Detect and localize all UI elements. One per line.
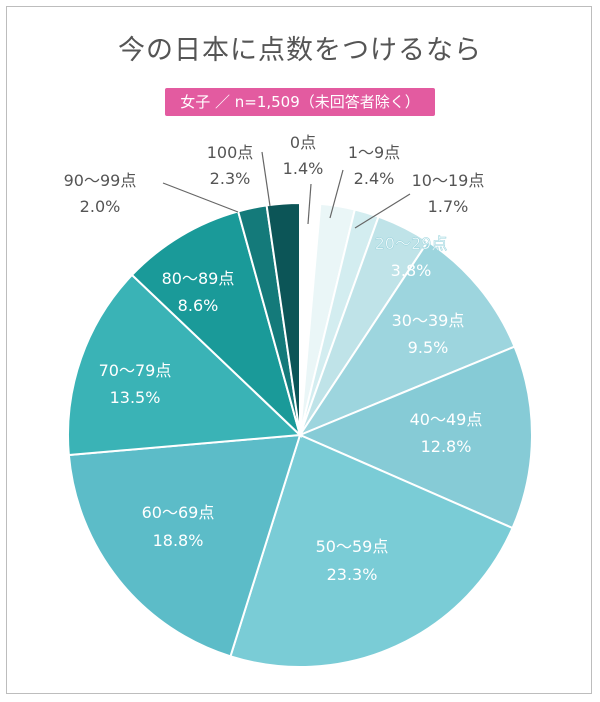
chart-title: 今の日本に点数をつけるなら [118, 35, 482, 66]
slice-pct-6: 23.3% [327, 565, 378, 584]
slice-pct-8: 13.5% [110, 388, 161, 407]
slice-pct-4: 9.5% [408, 338, 449, 357]
slice-pct-7: 18.8% [153, 531, 204, 550]
leader-line-11 [261, 151, 271, 207]
slice-pct-2: 1.7% [428, 197, 469, 216]
leader-line-2 [354, 193, 411, 229]
slice-label-8: 70〜79点 [99, 361, 172, 380]
slice-pct-1: 2.4% [354, 169, 395, 188]
slice-label-5: 40〜49点 [410, 410, 483, 429]
slice-pct-10: 2.0% [80, 197, 121, 216]
slice-label-2: 10〜19点 [412, 171, 485, 190]
slice-label-3: 20〜29点 [375, 234, 448, 253]
sample-badge: 女子 ／ n=1,509（未回答者除く） [165, 88, 435, 116]
slice-11 [265, 201, 301, 436]
slice-pct-9: 8.6% [178, 296, 219, 315]
slice-label-10: 90〜99点 [64, 171, 137, 190]
slice-4 [297, 240, 516, 438]
slice-5 [297, 345, 533, 530]
slice-pct-0: 1.4% [283, 159, 324, 178]
slice-pct-11: 2.3% [210, 169, 251, 188]
slice-label-9: 80〜89点 [162, 269, 235, 288]
slice-label-0: 0点 [290, 133, 316, 152]
slice-7 [67, 433, 302, 658]
slice-label-6: 50〜59点 [316, 537, 389, 556]
slice-label-1: 1〜9点 [348, 143, 400, 162]
slice-label-11: 100点 [207, 143, 254, 162]
slice-9 [130, 210, 302, 439]
leader-line-10 [162, 182, 239, 213]
slice-pct-3: 3.8% [391, 261, 432, 280]
leader-line-1 [329, 169, 344, 219]
slice-pct-5: 12.8% [421, 437, 472, 456]
slice-label-4: 30〜39点 [392, 311, 465, 330]
slice-6 [229, 433, 514, 668]
leader-line-0 [307, 183, 312, 225]
slice-8 [67, 273, 303, 457]
slice-label-7: 60〜69点 [142, 503, 215, 522]
